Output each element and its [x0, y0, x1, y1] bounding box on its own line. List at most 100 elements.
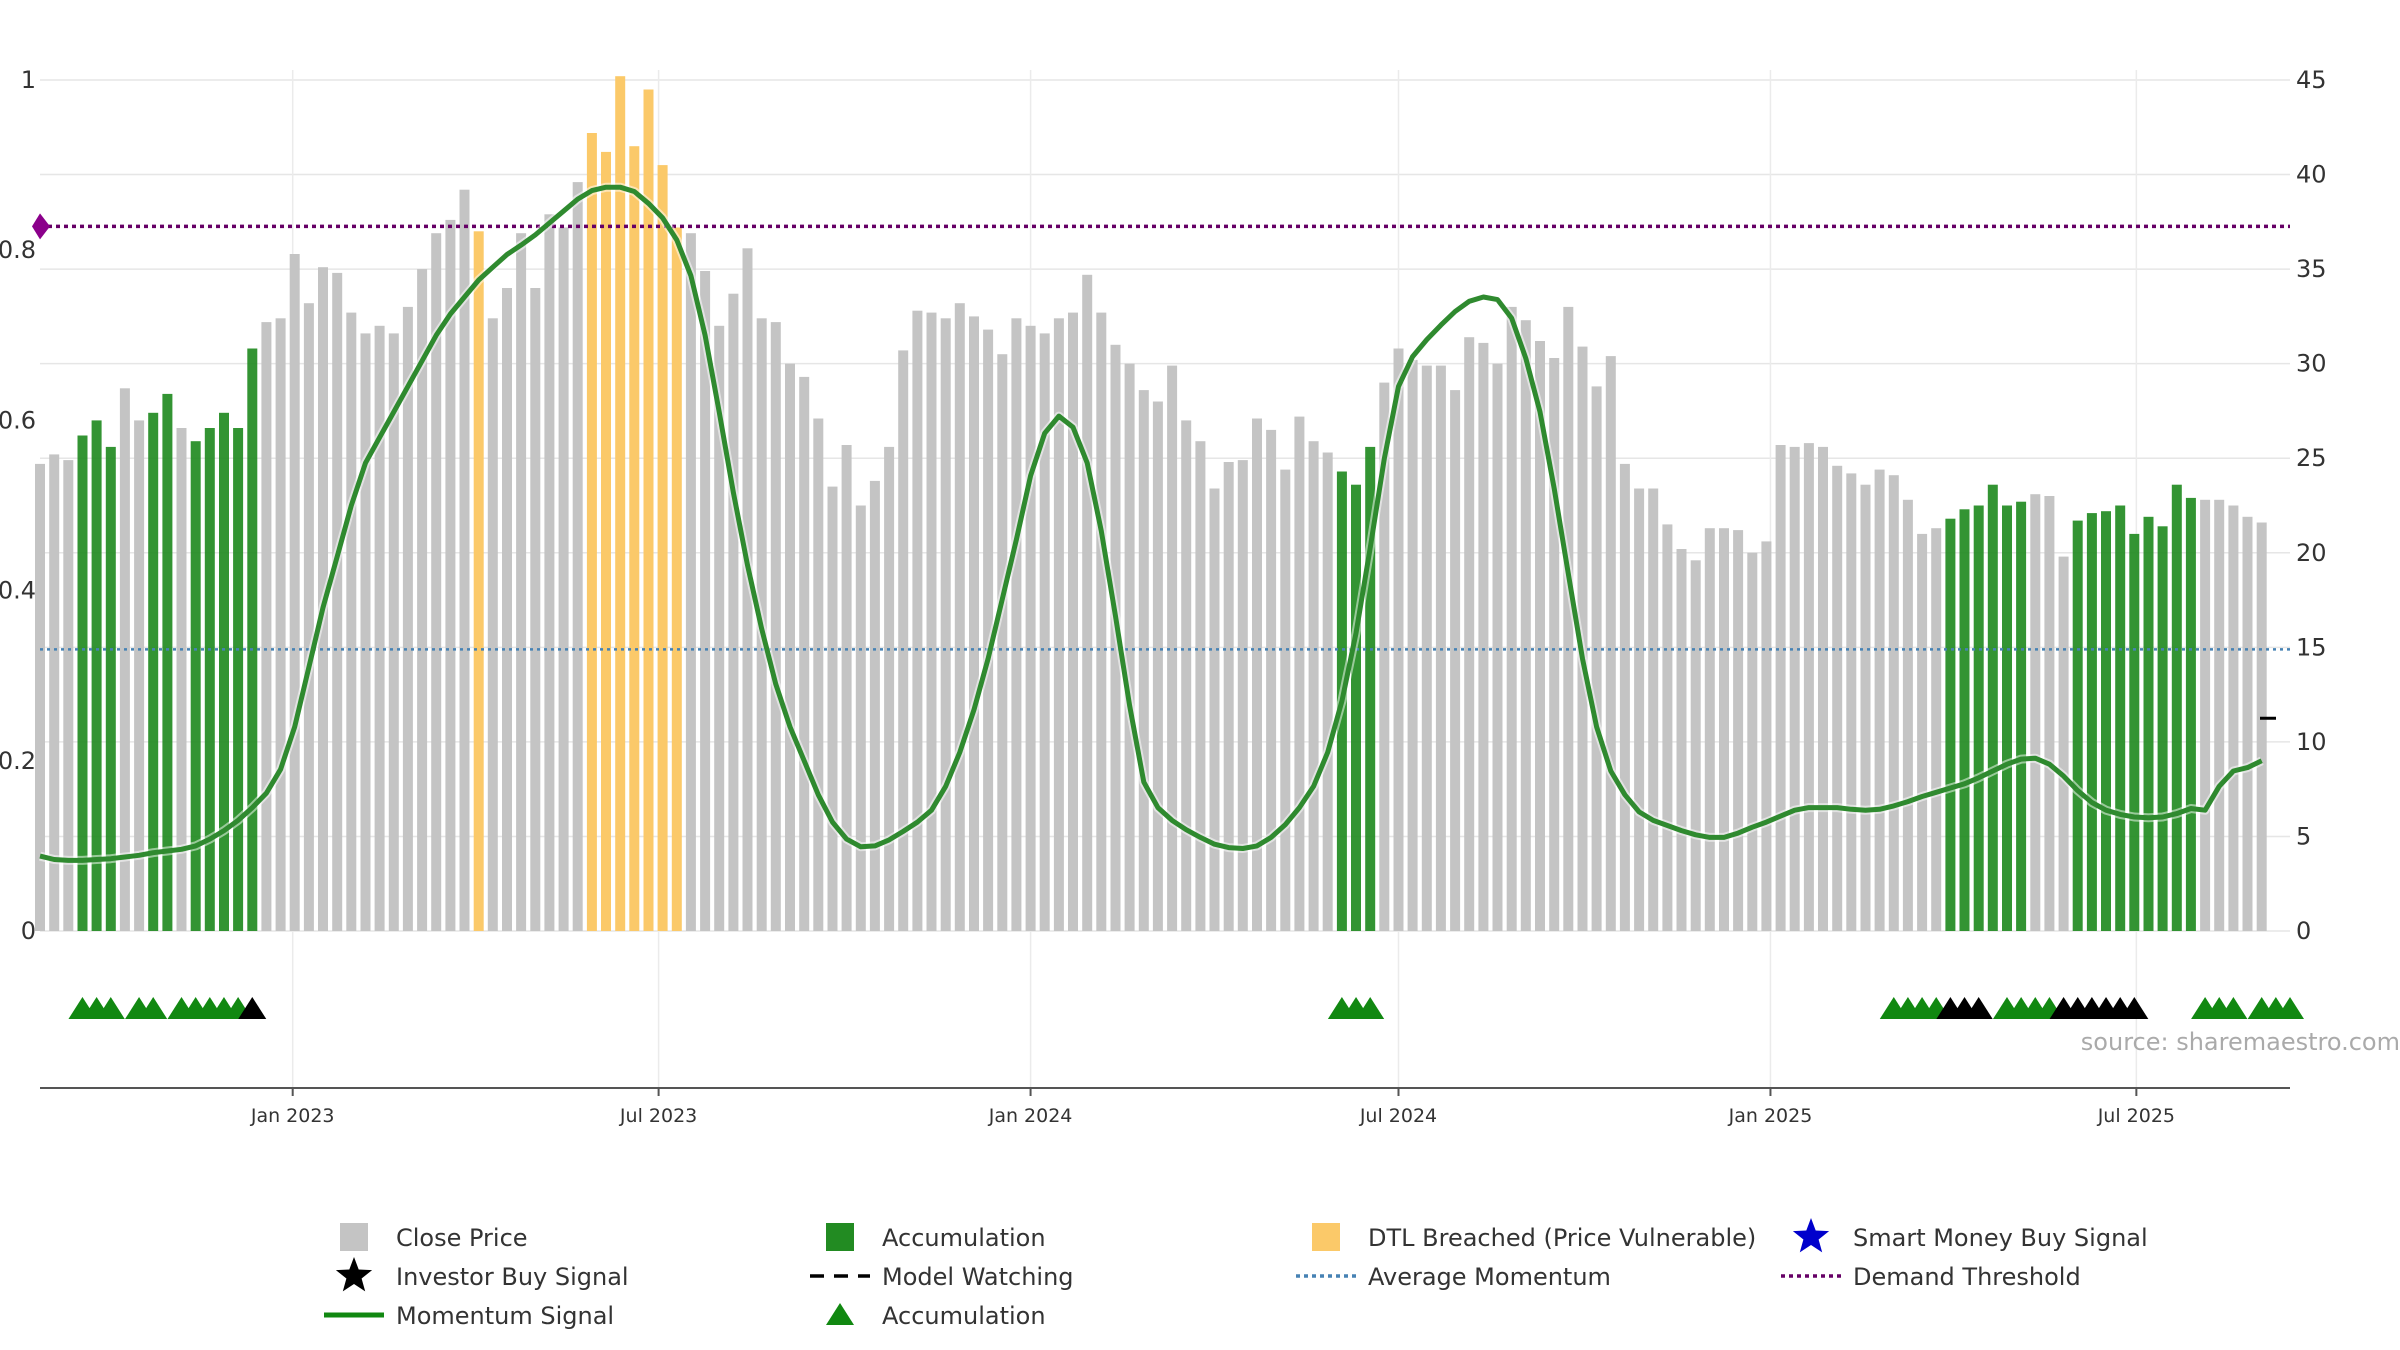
- price-bar-close: [2256, 522, 2267, 931]
- price-bar-close: [983, 329, 994, 932]
- price-bar-close: [261, 322, 272, 932]
- left-tick-label: 1: [21, 66, 36, 94]
- price-bar-dtl: [657, 165, 668, 932]
- price-bar-close: [1719, 528, 1729, 931]
- price-bar-close: [728, 293, 739, 931]
- right-tick-label: 30: [2296, 350, 2327, 378]
- price-bar-close: [35, 463, 45, 931]
- price-bar-close: [2200, 499, 2211, 931]
- price-bar-close: [49, 454, 60, 931]
- legend-item-demand: Demand Threshold: [1781, 1263, 2081, 1291]
- price-bar-close: [2214, 499, 2225, 931]
- price-bar-close: [912, 310, 923, 931]
- accumulation-marker: [139, 997, 168, 1019]
- legend-label: Accumulation: [882, 1224, 1046, 1252]
- left-tick-label: 0.6: [0, 406, 36, 434]
- price-bar-acc: [2002, 505, 2012, 931]
- price-bar-close: [841, 445, 852, 931]
- source-label: source: sharemaestro.com: [2081, 1028, 2400, 1056]
- legend-triangle-accumulation-icon: [826, 1303, 854, 1325]
- price-bar-close: [1252, 418, 1262, 931]
- price-bar-acc: [1959, 509, 1970, 931]
- price-bar-acc: [2129, 533, 2140, 931]
- price-bar-close: [119, 388, 130, 931]
- legend-swatch-accumulation: [826, 1223, 854, 1251]
- price-bar-close: [785, 363, 795, 931]
- price-bar-close: [360, 333, 371, 931]
- price-bar-close: [1535, 341, 1545, 931]
- price-bar-close: [572, 182, 583, 932]
- price-bar-acc: [2115, 505, 2126, 931]
- price-bar-acc: [219, 412, 229, 931]
- price-bar-acc: [1351, 484, 1361, 931]
- price-bar-close: [1322, 452, 1333, 931]
- price-bar-close: [459, 189, 470, 931]
- price-bar-close: [685, 233, 696, 931]
- price-bar-close: [1506, 306, 1517, 931]
- legend-item-close: Close Price: [340, 1223, 528, 1252]
- price-bar-close: [1520, 320, 1531, 931]
- price-bar-close: [898, 350, 909, 931]
- price-bar-close: [1733, 530, 1744, 931]
- x-tick-label: Jul 2024: [1359, 1105, 1437, 1127]
- price-bar-close: [1039, 333, 1050, 931]
- price-bar-close: [1846, 473, 1857, 931]
- price-bar-acc: [91, 420, 102, 931]
- price-bar-close: [1648, 488, 1659, 931]
- reference-lines: [32, 213, 2290, 720]
- price-bar-acc: [77, 435, 88, 931]
- legend-label: Demand Threshold: [1853, 1263, 2081, 1291]
- price-bar-close: [1478, 342, 1489, 931]
- price-bar-close: [431, 233, 442, 931]
- price-bar-close: [1818, 446, 1828, 931]
- signal-markers: [68, 997, 2304, 1019]
- price-bar-close: [544, 214, 555, 932]
- price-bar-close: [954, 303, 965, 931]
- x-tick-label: Jul 2023: [619, 1105, 697, 1127]
- price-bar-close: [2044, 496, 2055, 931]
- right-tick-label: 5: [2296, 822, 2311, 850]
- price-bar-dtl: [615, 76, 626, 931]
- price-bar-close: [1704, 528, 1715, 931]
- right-tick-label: 10: [2296, 728, 2327, 756]
- investor-buy-marker: [1964, 997, 1993, 1019]
- left-tick-label: 0.8: [0, 236, 36, 264]
- price-bar-acc: [2016, 501, 2027, 931]
- legend-swatch-dtl: [1312, 1223, 1340, 1251]
- price-bar-close: [1931, 528, 1942, 931]
- price-bar-close: [1025, 325, 1036, 931]
- accumulation-marker: [2219, 997, 2248, 1019]
- price-bar-close: [1549, 358, 1560, 931]
- price-bar-close: [1775, 445, 1786, 931]
- price-bar-close: [1379, 382, 1390, 932]
- price-bar-close: [1209, 488, 1220, 931]
- price-bar-close: [1563, 306, 1574, 931]
- price-bar-acc: [2185, 497, 2196, 931]
- price-bar-close: [1082, 274, 1093, 931]
- price-bar-close: [926, 312, 937, 932]
- price-bar-close: [1874, 469, 1885, 931]
- price-bar-close: [2242, 516, 2253, 931]
- price-bar-acc: [1973, 505, 1984, 931]
- price-bar-close: [1053, 318, 1064, 931]
- right-tick-label: 25: [2296, 444, 2327, 472]
- price-bar-close: [2228, 505, 2239, 931]
- price-bar-acc: [2086, 513, 2097, 931]
- price-bar-close: [1096, 312, 1107, 932]
- price-bar-close: [388, 333, 399, 931]
- price-bar-acc: [233, 428, 244, 931]
- legend-label: Close Price: [396, 1224, 528, 1252]
- legend-label: DTL Breached (Price Vulnerable): [1368, 1224, 1756, 1252]
- price-bar-close: [1237, 460, 1248, 931]
- price-bar-close: [1860, 484, 1871, 931]
- price-bar-close: [714, 325, 725, 931]
- price-bar-acc: [1365, 446, 1376, 931]
- price-bar-acc: [1945, 518, 1956, 931]
- momentum-line-halo: [38, 182, 2264, 865]
- price-bar-acc: [2143, 516, 2154, 931]
- legend-label: Accumulation: [882, 1302, 1046, 1330]
- investor-buy-marker: [2120, 997, 2149, 1019]
- price-bar-close: [1917, 533, 1928, 931]
